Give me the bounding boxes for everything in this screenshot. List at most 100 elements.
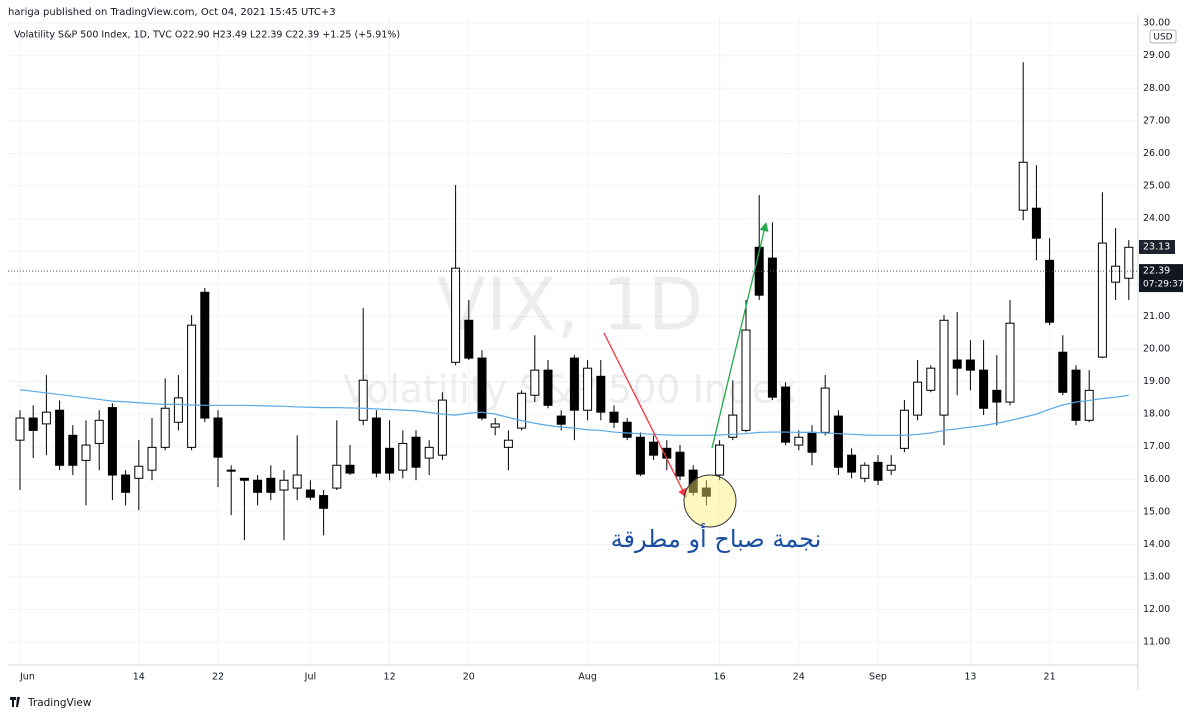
down-arrow <box>603 332 687 498</box>
candle-body <box>253 479 263 493</box>
x-tick-label: 21 <box>1044 672 1056 683</box>
x-tick-label: Jun <box>19 672 35 683</box>
candle-body <box>781 386 791 443</box>
candle-body <box>147 446 157 471</box>
candle-body <box>741 329 751 431</box>
candle-body <box>1124 246 1134 279</box>
plot <box>8 62 1138 541</box>
footer: TradingView <box>27 697 92 709</box>
x-tick-label: 14 <box>133 672 145 683</box>
candle-body <box>173 397 183 423</box>
last-price-label: 22.39 <box>1143 266 1170 277</box>
y-tick-label: 17.00 <box>1143 441 1170 452</box>
candle-body <box>569 357 579 411</box>
candle-body <box>398 442 408 471</box>
candle-body <box>1018 161 1028 211</box>
candle-body <box>833 415 843 468</box>
candle-body <box>807 431 817 453</box>
candle-body <box>358 379 368 421</box>
grid <box>8 15 1138 665</box>
candle-body <box>503 439 513 448</box>
candle-body <box>596 375 606 413</box>
moving-average <box>19 389 1129 436</box>
candle-body <box>530 369 540 396</box>
y-tick-label: 21.00 <box>1143 311 1170 322</box>
candle-body <box>437 399 447 456</box>
candle-body <box>41 411 51 425</box>
x-tick-label: 20 <box>463 672 475 683</box>
countdown: 07:29:37 <box>1143 280 1183 290</box>
up-arrow <box>711 222 769 449</box>
candle-body <box>1071 369 1081 421</box>
candle-body <box>200 291 210 419</box>
candle-body <box>424 446 434 459</box>
y-tick-label: 13.00 <box>1143 572 1170 583</box>
candle-body <box>371 417 381 474</box>
candle-body <box>609 411 619 423</box>
candle-body <box>81 444 91 461</box>
x-tick-label: 22 <box>212 672 224 683</box>
candle-body <box>913 381 923 416</box>
candle-body <box>873 461 883 481</box>
y-tick-label: 24.00 <box>1143 213 1170 224</box>
x-tick-label: 13 <box>964 672 976 683</box>
candle-body <box>543 369 553 406</box>
candle-body <box>1084 389 1094 421</box>
candle-body <box>239 477 249 481</box>
candle-body <box>68 434 78 466</box>
x-tick-label: Jul <box>304 672 316 683</box>
candle-body <box>319 495 329 509</box>
y-tick-label: 14.00 <box>1143 539 1170 550</box>
candle-body <box>213 417 223 458</box>
candle-body <box>622 421 632 438</box>
logo-icon <box>10 697 20 707</box>
candle-body <box>675 451 685 477</box>
axes: 11.00 12.00 13.00 14.00 15.00 16.00 17.00 18.00… <box>19 18 1183 683</box>
y-tick-label: 19.00 <box>1143 376 1170 387</box>
candle-body <box>794 436 804 446</box>
price-label: 23.13 <box>1143 241 1170 252</box>
candle-body <box>451 267 461 363</box>
candle-body <box>965 359 975 371</box>
y-tick-label: 27.00 <box>1143 115 1170 126</box>
x-tick-label: Sep <box>869 672 887 683</box>
candle-body <box>411 436 421 468</box>
candle-body <box>134 465 144 479</box>
x-tick-label: 12 <box>384 672 396 683</box>
x-tick-label: 24 <box>793 672 805 683</box>
candle-body <box>1031 207 1041 239</box>
candle-body <box>187 324 197 448</box>
candle-body <box>121 474 131 493</box>
candle-body <box>556 415 566 425</box>
candle-body <box>635 436 645 475</box>
candle-body <box>992 389 1002 403</box>
y-tick-label: 16.00 <box>1143 474 1170 485</box>
candle-body <box>385 447 395 474</box>
candle-body <box>767 257 777 398</box>
y-tick-label: 30.00 <box>1143 18 1170 29</box>
candle-body <box>517 392 527 429</box>
y-tick-label: 15.00 <box>1143 506 1170 517</box>
candle-body <box>1045 259 1055 323</box>
candle-body <box>15 417 25 441</box>
candle-body <box>952 359 962 369</box>
candle-body <box>899 409 909 449</box>
candle-body <box>55 409 65 466</box>
candle-body <box>94 419 104 444</box>
candle-body <box>1005 322 1015 403</box>
candle-body <box>715 444 725 476</box>
candle-body <box>939 319 949 416</box>
x-tick-label: Aug <box>578 672 597 683</box>
candle-body <box>1097 242 1107 358</box>
highlight-circle <box>683 474 737 528</box>
price-label-box <box>1139 239 1175 254</box>
candle-body <box>28 417 38 431</box>
y-tick-label: 26.00 <box>1143 148 1170 159</box>
header: hariga published on TradingView.com, Oct… <box>8 7 336 18</box>
candle-body <box>345 464 355 474</box>
candle-body <box>1111 265 1121 283</box>
candle-body <box>728 414 738 438</box>
y-tick-label: 28.00 <box>1143 83 1170 94</box>
